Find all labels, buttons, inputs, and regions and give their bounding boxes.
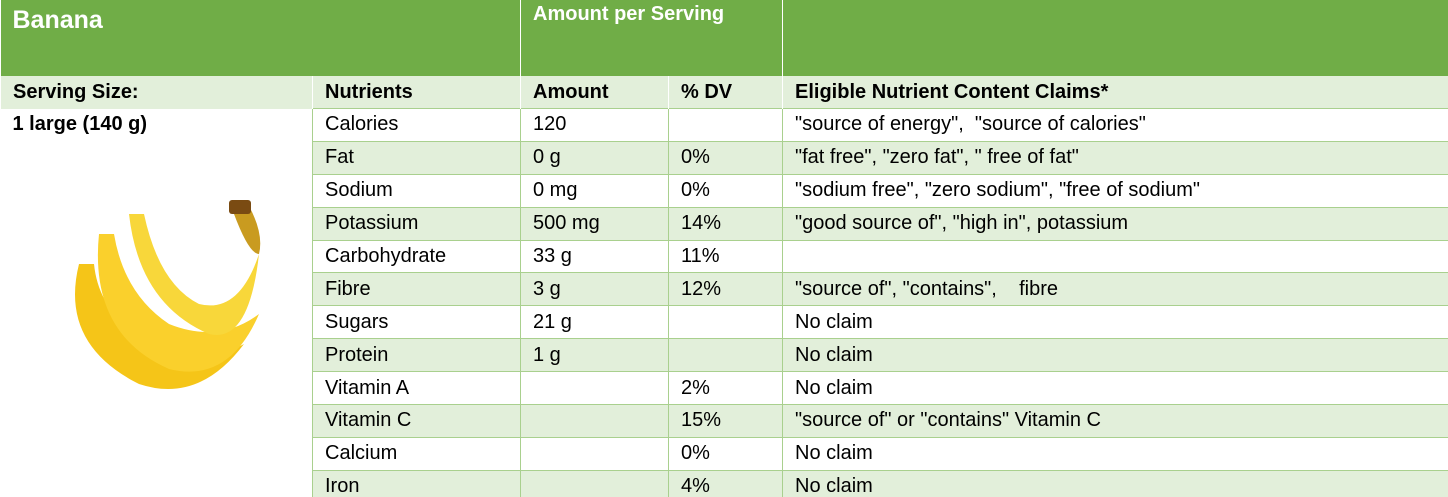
column-header: Serving Size: <box>1 76 313 109</box>
table-cell: No claim <box>783 470 1448 497</box>
table-cell: "source of energy", "source of calories" <box>783 109 1448 142</box>
table-cell: 3 g <box>521 273 669 306</box>
column-header: Eligible Nutrient Content Claims* <box>783 76 1448 109</box>
table-cell <box>521 437 669 470</box>
table-cell: 1 g <box>521 339 669 372</box>
nutrition-table: Banana Amount per Serving Serving Size:N… <box>0 0 1448 497</box>
table-cell <box>521 405 669 438</box>
table-cell: 0 mg <box>521 174 669 207</box>
table-cell: "source of", "contains", fibre <box>783 273 1448 306</box>
table-cell: Calcium <box>313 437 521 470</box>
table-cell: 12% <box>669 273 783 306</box>
table-cell: 15% <box>669 405 783 438</box>
table-cell: Protein <box>313 339 521 372</box>
table-cell <box>669 339 783 372</box>
table-cell: 0 g <box>521 141 669 174</box>
table-cell: "sodium free", "zero sodium", "free of s… <box>783 174 1448 207</box>
column-header: Nutrients <box>313 76 521 109</box>
column-header: % DV <box>669 76 783 109</box>
table-cell: Calories <box>313 109 521 142</box>
table-cell: 14% <box>669 207 783 240</box>
table-cell: 2% <box>669 372 783 405</box>
table-cell <box>783 240 1448 273</box>
table-cell: 11% <box>669 240 783 273</box>
table-cell <box>669 306 783 339</box>
table-cell: Fat <box>313 141 521 174</box>
table-cell: 0% <box>669 174 783 207</box>
table-cell <box>521 372 669 405</box>
table-cell <box>669 109 783 142</box>
table-cell: Carbohydrate <box>313 240 521 273</box>
header-cell <box>783 0 1448 76</box>
serving-cell: 1 large (140 g) <box>1 109 313 497</box>
banana-image <box>49 194 269 414</box>
table-cell: No claim <box>783 372 1448 405</box>
table-cell: Potassium <box>313 207 521 240</box>
table-cell: "source of" or "contains" Vitamin C <box>783 405 1448 438</box>
column-header: Amount <box>521 76 669 109</box>
page: Banana Amount per Serving Serving Size:N… <box>0 0 1448 497</box>
table-cell: No claim <box>783 306 1448 339</box>
title: Banana <box>1 0 521 76</box>
header-row: Banana Amount per Serving <box>1 0 1448 76</box>
table-cell: "fat free", "zero fat", " free of fat" <box>783 141 1448 174</box>
table-cell: Sugars <box>313 306 521 339</box>
table-cell: Iron <box>313 470 521 497</box>
table-cell: 500 mg <box>521 207 669 240</box>
table-cell: 21 g <box>521 306 669 339</box>
amount-label: Amount per Serving <box>521 0 783 76</box>
table-cell: 4% <box>669 470 783 497</box>
table-cell: Sodium <box>313 174 521 207</box>
table-cell: Fibre <box>313 273 521 306</box>
serving-size: 1 large (140 g) <box>13 113 313 136</box>
table-cell <box>521 470 669 497</box>
table-cell: No claim <box>783 339 1448 372</box>
table-cell: "good source of", "high in", potassium <box>783 207 1448 240</box>
table-cell: No claim <box>783 437 1448 470</box>
table-cell: 0% <box>669 141 783 174</box>
table-cell: Vitamin A <box>313 372 521 405</box>
table-cell: 0% <box>669 437 783 470</box>
table-cell: Vitamin C <box>313 405 521 438</box>
table-cell: 33 g <box>521 240 669 273</box>
table-cell: 120 <box>521 109 669 142</box>
